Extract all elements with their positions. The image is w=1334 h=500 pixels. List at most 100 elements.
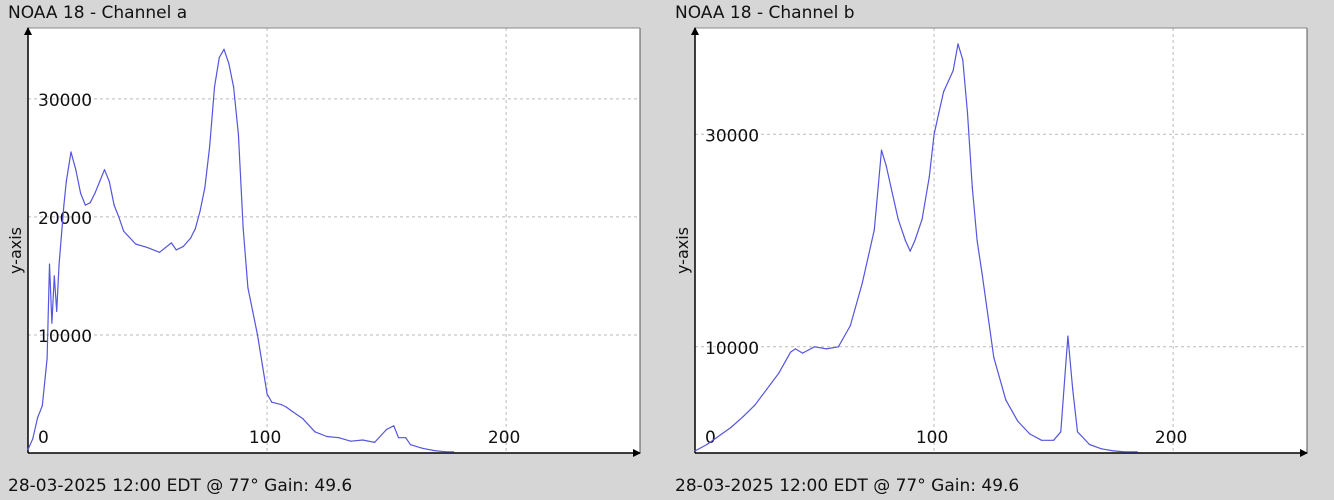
y-axis-arrow	[24, 27, 32, 35]
data-point	[1052, 439, 1055, 441]
data-point	[228, 62, 230, 65]
data-point	[801, 352, 804, 354]
data-point	[1072, 388, 1074, 390]
data-point	[113, 204, 115, 206]
data-point	[837, 346, 840, 348]
x-tick-label: 0	[38, 428, 49, 448]
chart-footer-status: 28-03-2025 12:00 EDT @ 77° Gain: 49.6	[675, 476, 1020, 496]
data-point	[885, 165, 887, 167]
data-point	[123, 230, 125, 232]
data-point	[63, 204, 65, 206]
data-point	[754, 404, 756, 406]
data-point	[285, 406, 287, 408]
data-point	[694, 450, 696, 452]
data-point	[1100, 448, 1103, 450]
data-point	[146, 246, 149, 249]
data-point	[873, 229, 875, 231]
data-point	[405, 437, 407, 439]
data-point	[266, 393, 268, 395]
chart-footer-status: 28-03-2025 12:00 EDT @ 77° Gain: 49.6	[8, 476, 353, 496]
x-tick-label: 200	[1155, 428, 1187, 448]
data-point	[261, 363, 263, 366]
data-point	[302, 418, 304, 420]
data-point	[58, 263, 60, 265]
data-point	[790, 351, 792, 353]
data-point	[111, 192, 113, 194]
y-axis-label: y-axis	[673, 227, 692, 274]
data-point	[199, 210, 201, 212]
data-point	[70, 151, 72, 153]
data-point	[1064, 367, 1067, 369]
data-point	[276, 402, 278, 405]
data-point	[957, 43, 959, 45]
series-line	[27, 48, 454, 453]
y-tick-label: 30000	[705, 126, 759, 146]
x-tick-label: 100	[916, 428, 948, 448]
data-point	[271, 401, 273, 403]
data-point	[433, 450, 436, 452]
data-point	[247, 287, 249, 289]
data-point	[252, 310, 254, 312]
data-point	[397, 437, 400, 439]
data-point	[94, 192, 96, 194]
data-point	[1076, 431, 1079, 433]
data-point	[1017, 420, 1019, 422]
chart-title: NOAA 18 - Channel b	[675, 3, 855, 23]
data-point	[89, 202, 91, 204]
data-point	[794, 348, 797, 350]
data-point	[1112, 450, 1114, 452]
data-point	[75, 169, 77, 171]
data-point	[952, 69, 954, 72]
y-tick-label: 10000	[705, 339, 759, 359]
data-point	[256, 334, 259, 336]
data-point	[445, 451, 447, 453]
data-point	[36, 416, 39, 419]
data-point	[32, 438, 34, 440]
data-point	[290, 409, 292, 412]
data-point	[718, 435, 720, 437]
data-point	[223, 48, 225, 50]
data-point	[314, 431, 316, 433]
data-point	[971, 186, 973, 188]
data-point	[897, 218, 899, 220]
data-point	[242, 228, 244, 230]
data-point	[84, 204, 86, 206]
plot-area	[695, 28, 1307, 453]
data-point	[209, 145, 211, 147]
data-point	[1067, 335, 1069, 337]
data-point	[1029, 433, 1031, 435]
x-axis-arrow	[1300, 449, 1308, 457]
data-point	[79, 192, 82, 194]
chart-panel-channel-b: NOAA 18 - Channel b 0 100 200 10000 30000 y-a…	[667, 0, 1334, 500]
data-point	[51, 322, 53, 324]
data-point	[938, 112, 940, 114]
data-point	[204, 186, 206, 188]
chart-plot-channel-b: 0 100 200 10000 30000 y-axis	[673, 27, 1308, 457]
data-point	[189, 237, 192, 239]
y-tick-label: 10000	[38, 327, 92, 347]
y-tick-label: 30000	[38, 91, 92, 111]
data-point	[861, 282, 863, 284]
data-point	[976, 239, 978, 242]
data-point	[778, 372, 780, 374]
chart-title: NOAA 18 - Channel a	[8, 3, 188, 23]
data-point	[452, 451, 455, 453]
data-point	[103, 169, 106, 171]
data-point	[1088, 443, 1091, 446]
y-axis-arrow	[691, 27, 699, 35]
data-point	[1041, 439, 1043, 441]
data-point	[742, 416, 744, 418]
data-point	[880, 149, 883, 151]
data-point	[280, 403, 283, 406]
data-point	[904, 239, 906, 242]
data-point	[947, 80, 950, 82]
data-point	[182, 245, 184, 248]
data-point	[374, 441, 376, 443]
data-point	[237, 133, 239, 135]
data-point	[385, 428, 388, 430]
data-point	[909, 250, 911, 252]
plot-area	[28, 28, 640, 453]
data-point	[338, 437, 340, 439]
data-point	[170, 242, 173, 244]
data-point	[175, 249, 177, 251]
